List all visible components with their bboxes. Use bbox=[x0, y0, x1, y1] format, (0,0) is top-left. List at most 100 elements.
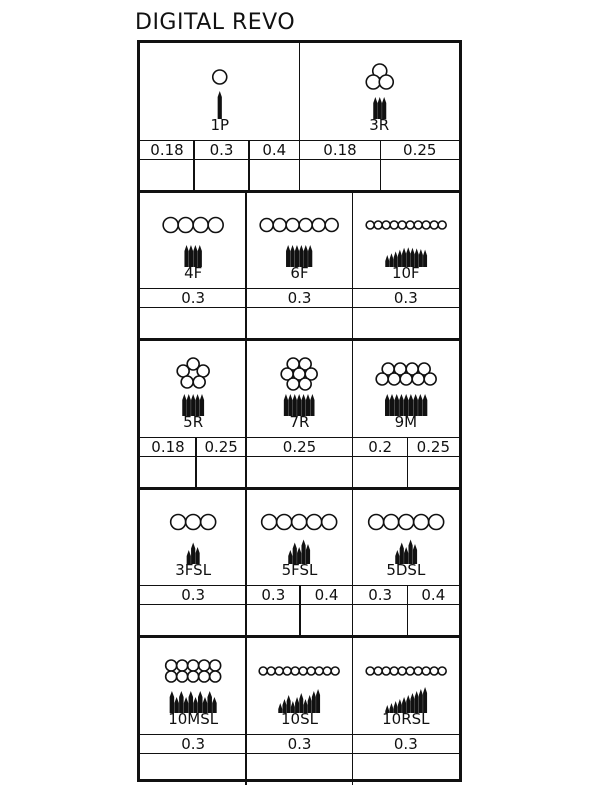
column-divider bbox=[245, 488, 247, 637]
value-divider bbox=[248, 140, 250, 192]
blank-entry-box bbox=[246, 308, 352, 339]
needle-grouping-circles-icon bbox=[259, 218, 340, 233]
needle-tips-icon bbox=[169, 690, 217, 713]
blank-entry-box bbox=[353, 605, 408, 636]
needle-grouping-circles-icon bbox=[261, 513, 338, 531]
needle-grouping-circles-icon bbox=[176, 356, 210, 389]
column-divider bbox=[351, 191, 354, 340]
needle-diameter-value: 0.25 bbox=[196, 436, 247, 457]
needle-tips-icon bbox=[182, 393, 205, 416]
needle-diagram bbox=[164, 658, 222, 713]
needle-diagram bbox=[367, 513, 445, 565]
blank-entry-box bbox=[249, 160, 300, 191]
needle-diagram bbox=[365, 220, 447, 268]
blank-entry-box bbox=[300, 160, 381, 191]
needle-diameter-value: 0.3 bbox=[140, 733, 247, 754]
needle-diameter-value: 0.18 bbox=[299, 140, 381, 160]
needle-config-5fsl: 5FSL 0.3 0.4 bbox=[245, 488, 353, 637]
needle-grouping-circles-icon bbox=[211, 69, 228, 85]
blank-entry-box bbox=[140, 308, 246, 339]
config-label: 5FSL bbox=[281, 561, 318, 580]
row-divider bbox=[140, 189, 459, 193]
config-label: 10MSL bbox=[168, 709, 219, 728]
column-divider bbox=[245, 191, 247, 340]
blank-entry-box bbox=[140, 605, 246, 636]
needle-config-6f: 6F 0.3 bbox=[245, 191, 353, 340]
needle-grouping-circles-icon bbox=[164, 658, 222, 683]
needle-diagram bbox=[280, 356, 319, 416]
needle-tips-icon bbox=[278, 688, 321, 713]
needle-diameter-value: 0.3 bbox=[246, 288, 353, 309]
column-divider bbox=[351, 488, 354, 637]
needle-config-3r: 3R 0.18 0.25 bbox=[298, 43, 460, 192]
needle-config-10sl: 10SL 0.3 bbox=[245, 636, 353, 785]
needle-diameter-value: 0.4 bbox=[249, 140, 300, 160]
needle-diagram bbox=[211, 69, 228, 119]
config-label: 4F bbox=[184, 264, 203, 283]
needle-diagram bbox=[364, 63, 394, 119]
needle-diameter-value: 0.3 bbox=[352, 733, 459, 754]
config-label: 9M bbox=[394, 412, 418, 431]
config-label: 7R bbox=[289, 412, 310, 431]
blank-entry-box bbox=[140, 160, 194, 191]
config-label: 10F bbox=[391, 264, 420, 283]
needle-diagram bbox=[258, 665, 341, 713]
needle-diagram bbox=[365, 665, 447, 713]
needle-tips-icon bbox=[288, 539, 311, 565]
row-divider bbox=[140, 486, 459, 490]
value-divider bbox=[379, 140, 381, 192]
needle-grouping-circles-icon bbox=[367, 513, 445, 531]
blank-entry-box bbox=[246, 457, 352, 488]
config-label: 3R bbox=[369, 116, 390, 134]
value-divider bbox=[406, 436, 409, 489]
needle-diagram bbox=[259, 218, 340, 268]
needle-grouping-circles-icon bbox=[280, 356, 319, 391]
needle-diameter-value: 0.18 bbox=[140, 436, 196, 457]
needle-tips-icon bbox=[384, 393, 427, 416]
column-divider bbox=[298, 43, 300, 192]
blank-entry-box bbox=[196, 457, 246, 488]
needle-tips-icon bbox=[284, 393, 315, 416]
needle-tips-icon bbox=[286, 245, 313, 268]
needle-grouping-circles-icon bbox=[364, 63, 394, 90]
needle-chart-grid: 1P 0.18 0.3 0.4 3R 0.18 0.25 4F 0.3 6F 0.3 10F 0.3 5R… bbox=[137, 40, 462, 785]
needle-diameter-value: 0.3 bbox=[246, 733, 353, 754]
needle-diameter-value: 0.3 bbox=[352, 585, 408, 606]
config-label: 1P bbox=[210, 116, 230, 134]
needle-diagram bbox=[375, 361, 437, 416]
blank-entry-box bbox=[140, 457, 196, 488]
blank-entry-box bbox=[140, 754, 246, 785]
needle-diagram bbox=[169, 513, 217, 565]
needle-diameter-value: 0.25 bbox=[380, 140, 459, 160]
column-divider bbox=[245, 339, 247, 489]
needle-grouping-circles-icon bbox=[375, 361, 437, 386]
config-label: 5R bbox=[183, 412, 204, 431]
value-divider bbox=[299, 585, 301, 637]
needle-tips-icon bbox=[372, 97, 386, 119]
page-title: DIGITAL REVO bbox=[135, 10, 296, 35]
row-divider bbox=[140, 338, 459, 342]
needle-diameter-value: 0.18 bbox=[140, 140, 194, 160]
config-label: 5DSL bbox=[386, 561, 426, 580]
blank-entry-box bbox=[353, 754, 459, 785]
needle-tips-icon bbox=[394, 539, 417, 565]
config-label: 10RSL bbox=[382, 709, 430, 728]
needle-config-1p: 1P 0.18 0.3 0.4 bbox=[140, 43, 300, 192]
column-divider bbox=[351, 636, 354, 785]
blank-entry-box bbox=[381, 160, 460, 191]
blank-entry-box bbox=[246, 754, 352, 785]
config-label: 10SL bbox=[281, 709, 318, 728]
needle-diameter-value: 0.4 bbox=[300, 585, 353, 606]
needle-diagram bbox=[176, 356, 210, 416]
value-divider bbox=[406, 585, 409, 637]
needle-config-10f: 10F 0.3 bbox=[351, 191, 459, 340]
needle-grouping-circles-icon bbox=[169, 513, 217, 531]
needle-diameter-value: 0.3 bbox=[140, 585, 247, 606]
needle-diameter-value: 0.3 bbox=[140, 288, 247, 309]
needle-tips-icon bbox=[186, 542, 200, 565]
needle-diameter-value: 0.25 bbox=[407, 436, 459, 457]
needle-diameter-value: 0.3 bbox=[194, 140, 249, 160]
blank-entry-box bbox=[408, 605, 459, 636]
column-divider bbox=[245, 636, 247, 785]
blank-entry-box bbox=[246, 605, 300, 636]
